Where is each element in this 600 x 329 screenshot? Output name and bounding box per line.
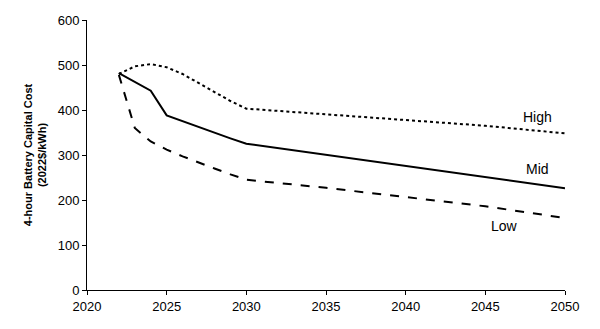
svg-text:2035: 2035: [312, 299, 341, 314]
svg-text:100: 100: [58, 238, 80, 253]
svg-text:High: High: [523, 109, 552, 125]
svg-text:0: 0: [72, 283, 79, 298]
svg-text:Mid: Mid: [526, 161, 549, 177]
svg-text:200: 200: [58, 193, 80, 208]
svg-text:2030: 2030: [232, 299, 261, 314]
svg-text:2020: 2020: [73, 299, 102, 314]
svg-text:500: 500: [58, 58, 80, 73]
svg-text:2040: 2040: [391, 299, 420, 314]
svg-text:2045: 2045: [471, 299, 500, 314]
svg-text:4-hour Battery Capital Cost(20: 4-hour Battery Capital Cost(2022$/kWh): [22, 83, 48, 226]
svg-text:400: 400: [58, 103, 80, 118]
svg-text:300: 300: [58, 148, 80, 163]
svg-text:600: 600: [58, 13, 80, 28]
svg-text:Low: Low: [491, 218, 518, 234]
svg-text:2050: 2050: [551, 299, 580, 314]
svg-text:2025: 2025: [152, 299, 181, 314]
